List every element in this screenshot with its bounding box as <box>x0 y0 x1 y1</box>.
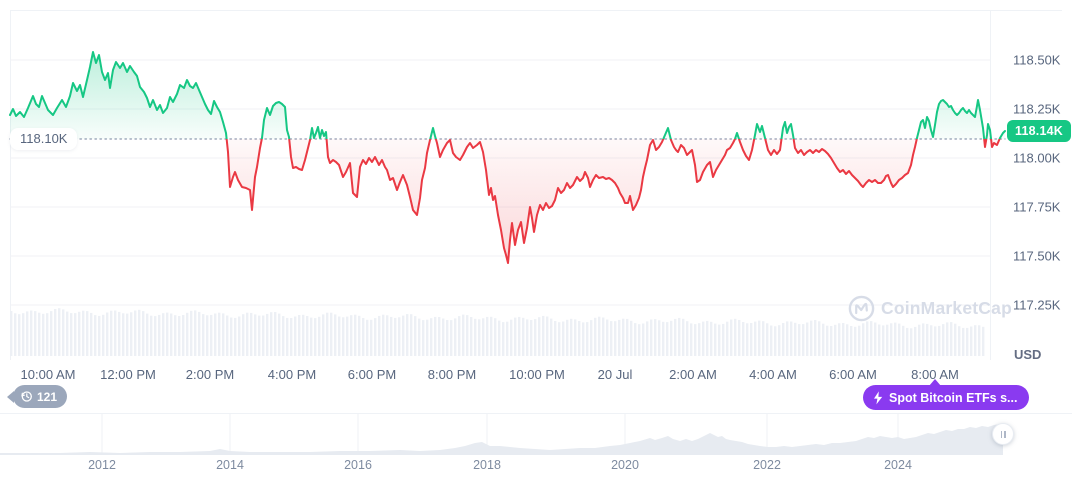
x-axis-label: 6:00 AM <box>829 367 877 382</box>
navigator-handle[interactable] <box>992 423 1014 445</box>
watermark: CoinMarketCap <box>848 295 1012 322</box>
navigator-year-label: 2020 <box>611 458 639 472</box>
x-axis-label: 20 Jul <box>597 367 633 382</box>
y-axis-label: 118.25K <box>1013 101 1061 117</box>
currency-label: USD <box>1014 347 1042 362</box>
event-button-notch <box>929 379 941 386</box>
lightning-icon <box>873 390 883 405</box>
navigator-year-label: 2014 <box>216 458 244 472</box>
price-chart[interactable] <box>0 0 1072 415</box>
y-axis-label: 118.50K <box>1013 52 1061 68</box>
x-axis-label: 8:00 AM <box>911 367 959 382</box>
y-axis-label: 117.75K <box>1013 199 1061 215</box>
navigator-year-label: 2018 <box>473 458 501 472</box>
navigator-area-chart[interactable] <box>0 414 1072 455</box>
navigator-year-label: 2022 <box>753 458 781 472</box>
y-axis-label: 117.25K <box>1013 297 1061 313</box>
drag-handle-icon <box>1004 430 1006 438</box>
x-axis-label: 2:00 AM <box>669 367 717 382</box>
navigator-year-label: 2024 <box>884 458 912 472</box>
current-price-badge: 118.14K <box>1007 120 1071 142</box>
watermark-text: CoinMarketCap <box>881 298 1012 318</box>
y-axis-label: 117.50K <box>1013 248 1061 264</box>
navigator-year-label: 2012 <box>88 458 116 472</box>
history-count: 121 <box>37 389 58 404</box>
navigator-top-border <box>0 413 1072 414</box>
baseline-price-label: 118.10K <box>10 128 78 150</box>
y-axis-label: 118.00K <box>1013 150 1061 166</box>
drag-handle-icon <box>1000 430 1002 438</box>
history-icon <box>20 390 33 403</box>
x-axis-label: 6:00 PM <box>347 367 397 382</box>
plot-right-border <box>990 10 991 360</box>
history-count-badge[interactable]: 121 <box>13 385 68 408</box>
plot-top-border <box>10 10 1062 11</box>
x-axis-label: 8:00 PM <box>427 367 477 382</box>
navigator-year-label: 2016 <box>344 458 372 472</box>
x-axis-label: 4:00 AM <box>749 367 797 382</box>
plot-left-border <box>10 10 11 360</box>
x-axis-label: 2:00 PM <box>185 367 235 382</box>
etf-event-label: Spot Bitcoin ETFs s... <box>889 390 1018 405</box>
x-axis-label: 4:00 PM <box>267 367 317 382</box>
x-axis-label: 10:00 PM <box>509 367 565 382</box>
coinmarketcap-logo-icon <box>848 295 875 322</box>
x-axis-label: 12:00 PM <box>100 367 156 382</box>
x-axis-label: 10:00 AM <box>20 367 76 382</box>
etf-event-button[interactable]: Spot Bitcoin ETFs s... <box>863 385 1030 410</box>
